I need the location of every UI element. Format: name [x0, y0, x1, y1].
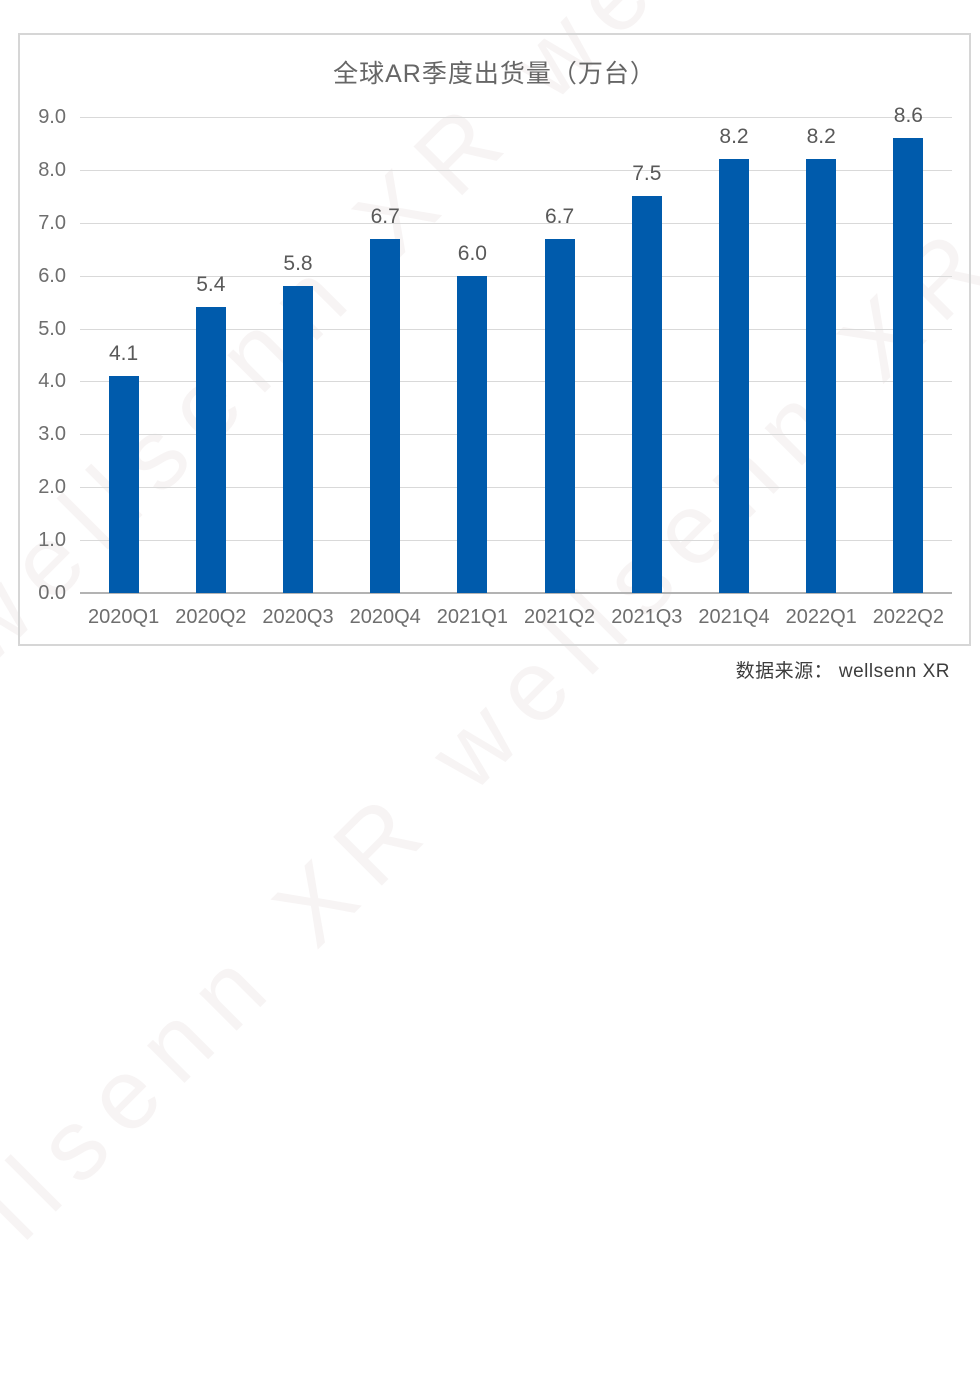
x-tick-label: 2021Q2: [524, 606, 596, 628]
plot-area: 0.0 1.0 2.0 3.0 4.0 5.0 6.0 7.0 8.0 9.0 4.1 2020Q1 5…: [38, 105, 952, 628]
gridline: [80, 222, 952, 224]
x-axis-line: [80, 592, 952, 594]
y-tick-label: 8.0: [38, 158, 66, 181]
x-tick-label: 2020Q3: [262, 606, 334, 628]
y-tick-label: 3.0: [38, 423, 66, 446]
bar-value-label: 7.5: [632, 162, 662, 186]
bar-value-label: 8.2: [719, 125, 749, 149]
bar-value-label: 6.7: [544, 204, 575, 228]
bar: [631, 196, 662, 593]
bar-value-label: 6.0: [457, 241, 487, 265]
gridline: [80, 540, 952, 542]
gridline: [80, 117, 952, 118]
x-tick-label: 2022Q1: [785, 606, 857, 628]
bar: [893, 138, 924, 593]
gridline: [80, 434, 952, 436]
chart-title: 全球AR季度出货量（万台）: [333, 60, 656, 88]
gridline: [80, 487, 952, 489]
bar-value-label: 5.4: [196, 273, 226, 297]
y-tick-label: 0.0: [38, 582, 66, 604]
x-tick-label: 2020Q1: [88, 606, 160, 628]
bar-value-label: 4.1: [109, 342, 139, 366]
y-tick-label: 5.0: [38, 317, 66, 340]
gridline: [80, 328, 952, 330]
bar-value-label: 8.2: [806, 125, 836, 149]
x-tick-label: 2020Q2: [175, 606, 247, 628]
x-tick-label: 2021Q3: [611, 606, 683, 628]
bar: [806, 159, 837, 593]
gridline: [80, 169, 952, 171]
x-tick-label: 2022Q2: [872, 606, 944, 628]
y-tick-label: 2.0: [38, 476, 66, 499]
data-source-note: 数据来源： wellsenn XR: [735, 661, 950, 682]
x-tick-label: 2021Q1: [436, 606, 508, 628]
bar: [457, 275, 488, 593]
x-tick-label: 2020Q4: [349, 606, 421, 628]
y-tick-label: 1.0: [38, 529, 66, 552]
x-tick-label: 2021Q4: [698, 606, 770, 628]
bar: [195, 307, 226, 593]
bar: [108, 376, 139, 593]
bar-value-label: 8.6: [893, 104, 923, 128]
bar: [370, 238, 401, 593]
bar: [719, 159, 749, 593]
bar-value-label: 5.8: [283, 252, 313, 276]
y-tick-label: 7.0: [38, 211, 66, 234]
gridline: [80, 275, 952, 277]
chart-card: 全球AR季度出货量（万台） 0.0 1.0 2.0 3.0 4.0 5.0 6.0 7.0 8.…: [18, 33, 971, 646]
y-tick-label: 9.0: [38, 106, 66, 128]
y-tick-label: 6.0: [38, 264, 66, 287]
bar: [544, 238, 575, 593]
bar: [283, 286, 313, 593]
gridline: [80, 381, 952, 383]
y-tick-label: 4.0: [38, 370, 66, 393]
bar-value-label: 6.7: [370, 204, 400, 228]
